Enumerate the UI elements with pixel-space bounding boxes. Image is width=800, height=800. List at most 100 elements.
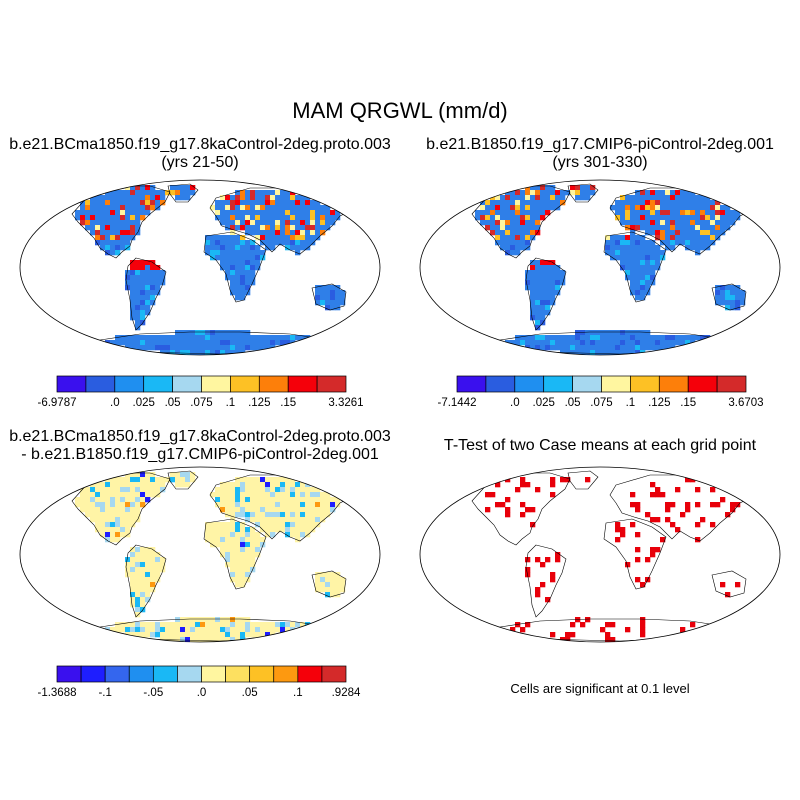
grid-cell xyxy=(550,572,556,578)
grid-cell xyxy=(695,245,701,251)
grid-cell xyxy=(250,532,256,538)
grid-cell xyxy=(165,190,171,196)
grid-cell xyxy=(545,275,551,281)
grid-cell xyxy=(190,345,196,351)
grid-cell xyxy=(215,335,221,341)
grid-cell xyxy=(145,577,151,583)
grid-cell xyxy=(590,190,596,196)
grid-cell xyxy=(325,225,331,231)
grid-cell xyxy=(540,265,546,271)
grid-cell xyxy=(130,587,136,593)
grid-cell xyxy=(180,340,186,346)
grid-cell xyxy=(255,220,261,226)
grid-cell xyxy=(260,507,266,513)
grid-cell xyxy=(245,527,251,533)
grid-cell xyxy=(555,265,561,271)
grid-cell xyxy=(620,220,626,226)
grid-cell xyxy=(315,497,321,503)
grid-cell xyxy=(125,205,131,211)
grid-cell xyxy=(100,517,106,523)
grid-cell xyxy=(265,235,271,241)
grid-cell xyxy=(205,532,211,538)
grid-cell xyxy=(575,340,581,346)
colorbar-tick-label: .075 xyxy=(190,397,212,409)
grid-cell xyxy=(635,507,641,513)
colorbar-swatch xyxy=(572,375,602,393)
grid-cell xyxy=(595,345,601,351)
grid-cell xyxy=(170,622,176,628)
grid-cell xyxy=(690,335,696,341)
grid-cell xyxy=(255,335,261,341)
grid-cell xyxy=(545,290,551,296)
grid-cell xyxy=(210,532,216,538)
grid-cell xyxy=(80,507,86,513)
grid-cell xyxy=(595,340,601,346)
grid-cell xyxy=(250,562,256,568)
grid-cell xyxy=(205,350,211,355)
grid-cell xyxy=(515,340,521,346)
grid-cell xyxy=(120,522,126,528)
grid-cell xyxy=(85,512,91,518)
grid-cell xyxy=(270,502,276,508)
grid-cell xyxy=(120,210,126,216)
grid-cell xyxy=(685,340,691,346)
grid-cell xyxy=(300,195,306,201)
grid-cell xyxy=(315,220,321,226)
grid-cell xyxy=(260,220,266,226)
grid-cell xyxy=(235,547,241,553)
grid-cell xyxy=(265,517,271,523)
grid-cell xyxy=(670,195,676,201)
grid-cell xyxy=(555,280,561,286)
grid-cell xyxy=(645,265,651,271)
grid-cell xyxy=(540,285,546,291)
grid-cell xyxy=(240,205,246,211)
grid-cell xyxy=(535,200,541,206)
grid-cell xyxy=(205,527,211,533)
grid-cell xyxy=(520,512,526,518)
grid-cell xyxy=(645,240,651,246)
grid-cell xyxy=(245,200,251,206)
grid-cell xyxy=(265,220,271,226)
grid-cell xyxy=(130,310,136,316)
grid-cell xyxy=(255,492,261,498)
grid-cell xyxy=(135,200,141,206)
grid-cell xyxy=(505,220,511,226)
grid-cell xyxy=(645,195,651,201)
grid-cell xyxy=(310,210,316,216)
grid-cell xyxy=(275,502,281,508)
grid-cell xyxy=(315,200,321,206)
grid-cell xyxy=(715,205,721,211)
grid-cell xyxy=(700,335,706,341)
colorbar-swatch xyxy=(316,375,347,393)
grid-cell xyxy=(225,637,231,642)
grid-cell xyxy=(230,627,236,633)
grid-cell xyxy=(225,552,231,558)
grid-cell xyxy=(620,345,626,351)
grid-cell xyxy=(725,295,731,301)
grid-cell xyxy=(220,482,226,488)
grid-cell xyxy=(575,190,581,196)
grid-cell xyxy=(135,622,141,628)
grid-cell xyxy=(520,230,526,236)
grid-cell xyxy=(150,205,156,211)
grid-cell xyxy=(515,205,521,211)
grid-cell xyxy=(125,240,131,246)
grid-cell xyxy=(150,290,156,296)
grid-cell xyxy=(730,300,736,306)
grid-cell xyxy=(125,275,131,281)
grid-cell xyxy=(570,632,576,638)
grid-cell xyxy=(210,350,216,355)
grid-cell xyxy=(125,215,131,221)
grid-cell xyxy=(130,522,136,528)
grid-cell xyxy=(535,270,541,276)
grid-cell xyxy=(535,320,541,326)
grid-cell xyxy=(145,597,151,603)
grid-cell xyxy=(145,492,151,498)
grid-cell xyxy=(505,235,511,241)
grid-cell xyxy=(230,547,236,553)
grid-cell xyxy=(240,582,246,588)
grid-cell xyxy=(500,240,506,246)
grid-cell xyxy=(115,477,121,483)
grid-cell xyxy=(295,522,301,528)
grid-cell xyxy=(555,552,561,558)
